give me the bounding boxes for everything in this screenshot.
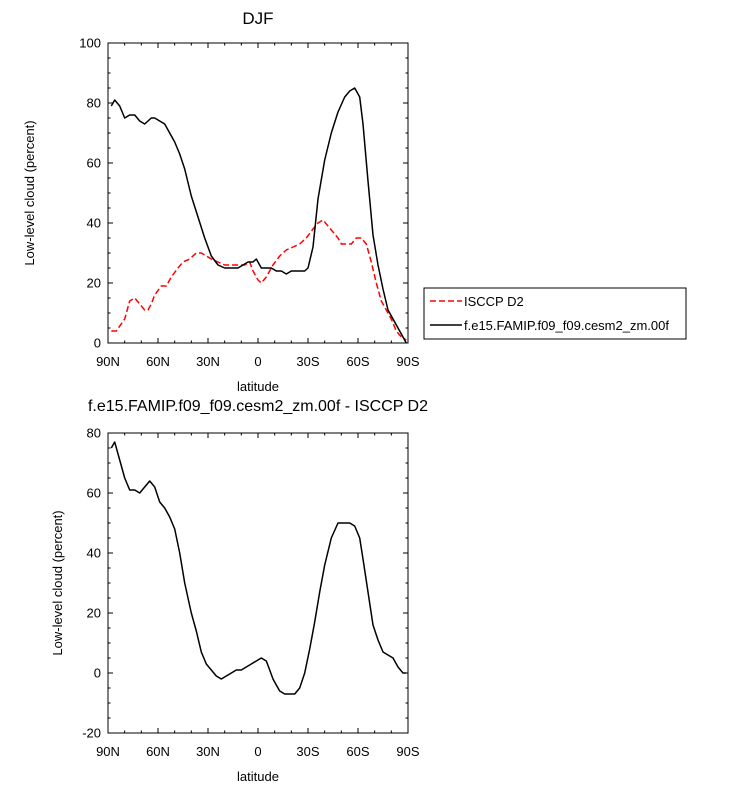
legend: ISCCP D2 f.e15.FAMIP.f09_f09.cesm2_zm.00… <box>423 287 687 340</box>
y-tick-label: 40 <box>87 216 101 231</box>
x-tick-label: 90S <box>396 354 419 369</box>
x-tick-label: 0 <box>254 354 261 369</box>
y-tick-label: 20 <box>87 606 101 621</box>
y-tick-label: 80 <box>87 96 101 111</box>
y-tick-label: 20 <box>87 276 101 291</box>
y-tick-label: -20 <box>82 726 101 741</box>
bottom-chart-y-axis-label: Low-level cloud (percent) <box>50 510 65 655</box>
x-tick-label: 60S <box>346 744 369 759</box>
legend-label-model: f.e15.FAMIP.f09_f09.cesm2_zm.00f <box>464 318 669 333</box>
legend-box <box>423 287 687 340</box>
x-tick-label: 60N <box>146 744 170 759</box>
series-line-2 <box>110 87 407 344</box>
y-tick-label: 80 <box>87 426 101 441</box>
top-chart-title: DJF <box>242 9 273 28</box>
top-chart-ticks: 0 20 40 60 80 100 90N 60N 30N 0 30S 60S 90S <box>79 36 420 370</box>
x-tick-label: 30S <box>296 354 319 369</box>
top-chart: DJF 0 20 40 60 80 100 90N 60N 30N 0 30S 60S 90S lati… <box>22 9 420 394</box>
x-tick-label: 30N <box>196 744 220 759</box>
x-tick-label: 30N <box>196 354 220 369</box>
x-tick-label: 0 <box>254 744 261 759</box>
x-tick-label: 90N <box>96 744 120 759</box>
bottom-chart: f.e15.FAMIP.f09_f09.cesm2_zm.00f - ISCCP… <box>50 398 428 784</box>
bottom-chart-ticks: -20 0 20 40 60 80 90N 60N 30N 0 30S 60S 90S <box>82 426 420 760</box>
x-tick-label: 90S <box>396 744 419 759</box>
y-tick-label: 40 <box>87 546 101 561</box>
bottom-chart-plot-area <box>107 432 409 734</box>
legend-label-isccp: ISCCP D2 <box>464 294 524 309</box>
x-tick-label: 30S <box>296 744 319 759</box>
top-chart-x-axis-label: latitude <box>237 379 279 394</box>
top-chart-series <box>110 87 407 344</box>
x-tick-label: 60S <box>346 354 369 369</box>
series-line-1 <box>110 441 407 695</box>
bottom-chart-x-axis-label: latitude <box>237 769 279 784</box>
series-line-1 <box>111 219 407 341</box>
x-tick-label: 90N <box>96 354 120 369</box>
x-tick-label: 60N <box>146 354 170 369</box>
bottom-chart-series <box>110 441 407 695</box>
y-tick-label: 60 <box>87 486 101 501</box>
y-tick-label: 60 <box>87 156 101 171</box>
top-chart-y-axis-label: Low-level cloud (percent) <box>22 120 37 265</box>
bottom-chart-title: f.e15.FAMIP.f09_f09.cesm2_zm.00f - ISCCP… <box>88 398 428 415</box>
y-tick-label: 0 <box>94 336 101 351</box>
y-tick-label: 0 <box>94 666 101 681</box>
y-tick-label: 100 <box>79 36 101 51</box>
